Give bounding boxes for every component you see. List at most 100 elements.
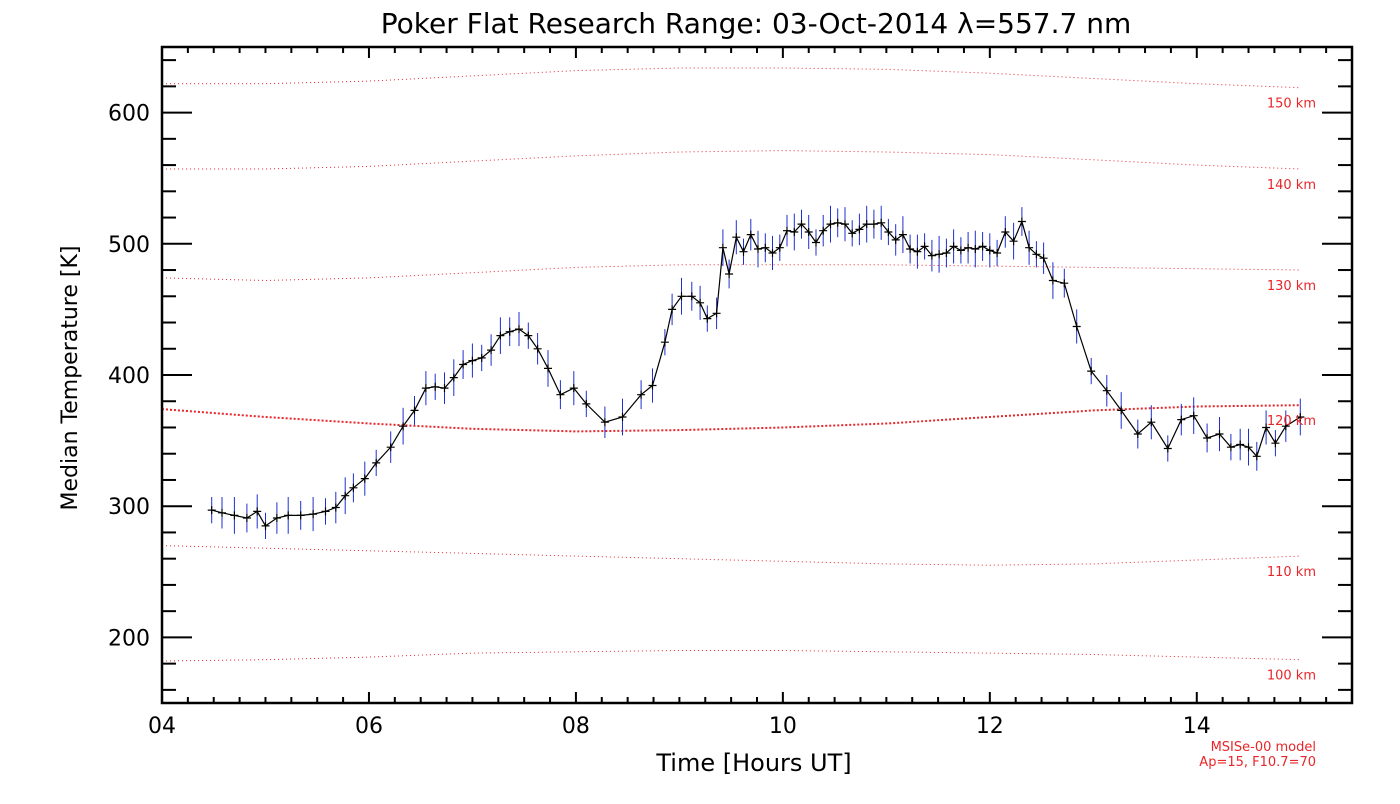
data-point — [898, 230, 907, 239]
data-point — [746, 230, 755, 239]
data-point — [341, 491, 350, 500]
data-point — [732, 233, 741, 242]
data-point — [1163, 444, 1172, 453]
data-point — [1252, 452, 1261, 461]
data-point — [600, 418, 609, 427]
data-point — [935, 250, 944, 259]
model-curve-label: 130 km — [1267, 279, 1316, 294]
data-point — [891, 235, 900, 244]
data-point — [253, 507, 262, 516]
data-point — [230, 511, 239, 520]
data-point — [862, 220, 871, 229]
data-point — [1060, 279, 1069, 288]
series-line — [211, 219, 1301, 527]
data-point — [569, 384, 578, 393]
data-point — [1025, 243, 1034, 252]
chart-title: Poker Flat Research Range: 03-Oct-2014 λ… — [381, 7, 1132, 40]
model-curve-label: 140 km — [1267, 178, 1316, 193]
data-point — [410, 406, 419, 415]
data-point — [804, 228, 813, 236]
data-point — [261, 521, 270, 530]
data-point — [1087, 367, 1096, 376]
data-point — [761, 243, 770, 252]
y-tick-label: 500 — [108, 233, 150, 258]
data-point — [703, 314, 712, 323]
data-point — [768, 249, 777, 257]
data-point — [1133, 430, 1142, 438]
data-point — [582, 399, 591, 408]
data-point — [272, 514, 281, 522]
x-tick-label: 10 — [769, 714, 797, 739]
x-tick-label: 14 — [1183, 714, 1211, 739]
x-tick-label: 06 — [355, 714, 383, 739]
data-point — [754, 245, 762, 253]
data-point — [1177, 415, 1186, 424]
data-point — [956, 246, 965, 255]
data-point — [855, 225, 864, 234]
model-curve-110km — [161, 545, 1301, 566]
data-point — [869, 220, 878, 229]
data-point — [1048, 276, 1057, 285]
data-point — [920, 242, 929, 251]
data-point — [913, 247, 922, 256]
labels-layer: 100 km 110 km 120 km 130 km 140 km 150 km 04 06… — [58, 7, 1316, 777]
data-point — [848, 229, 857, 238]
data-point — [718, 243, 727, 252]
data-point — [1271, 439, 1280, 448]
data-points-layer — [207, 217, 1305, 530]
model-curve-120km — [161, 404, 1301, 433]
data-point — [660, 338, 669, 347]
data-point — [783, 226, 791, 235]
data-point — [978, 242, 987, 251]
data-point — [505, 327, 514, 336]
data-point — [349, 483, 358, 492]
x-axis-label: Time [Hours UT] — [655, 749, 851, 777]
model-curve-label: 100 km — [1267, 669, 1316, 684]
data-point — [1039, 254, 1048, 263]
data-point — [1281, 422, 1290, 431]
data-point — [533, 344, 542, 353]
model-curve-label: 150 km — [1267, 97, 1316, 112]
data-point — [515, 325, 523, 334]
model-annotation-2: Ap=15, F10.7=70 — [1199, 755, 1316, 770]
data-point — [496, 331, 505, 340]
data-point — [993, 249, 1002, 257]
data-point — [309, 510, 318, 519]
data-point — [1236, 440, 1245, 449]
model-curve-100km — [161, 650, 1301, 662]
data-point — [1001, 228, 1010, 236]
data-point — [1072, 322, 1081, 331]
data-point — [296, 511, 305, 520]
data-point — [971, 245, 980, 253]
data-point — [1189, 411, 1198, 420]
data-point — [544, 364, 552, 373]
y-tick-label: 300 — [108, 495, 150, 520]
data-point — [833, 218, 842, 227]
data-point — [399, 422, 408, 431]
data-point — [421, 384, 430, 393]
data-point — [1017, 217, 1026, 226]
data-point — [386, 443, 395, 452]
y-tick-label: 200 — [108, 626, 150, 651]
data-point — [942, 249, 951, 257]
data-point — [372, 458, 381, 467]
model-annotation-1: MSISe-00 model — [1210, 740, 1316, 755]
data-point — [524, 331, 533, 340]
data-point — [668, 305, 677, 314]
data-point — [1009, 237, 1018, 246]
data-point — [677, 292, 686, 301]
data-point — [826, 220, 835, 229]
series-line-layer — [211, 219, 1301, 527]
data-point — [1203, 434, 1212, 442]
data-point — [1226, 443, 1235, 452]
data-point — [985, 246, 994, 255]
data-point — [884, 228, 893, 236]
data-point — [1296, 413, 1305, 421]
data-point — [468, 356, 477, 365]
model-curve-label: 120 km — [1267, 414, 1316, 429]
y-tick-label: 400 — [108, 364, 150, 389]
error-bars-layer — [211, 205, 1301, 539]
data-point — [321, 507, 330, 516]
